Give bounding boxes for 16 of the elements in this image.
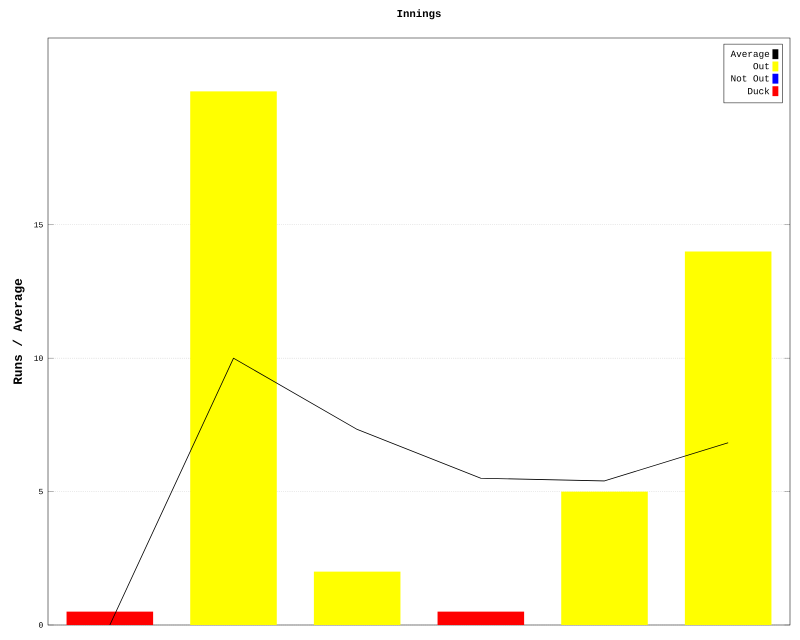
legend-label: Out: [753, 62, 769, 70]
legend-label: Duck: [748, 87, 770, 94]
bar: [190, 91, 277, 625]
y-tick-label: 15: [34, 222, 43, 228]
bar: [561, 492, 648, 625]
y-axis-title: Runs / Average: [12, 278, 25, 384]
legend-label: Average: [730, 50, 770, 59]
y-tick-label: 5: [38, 488, 43, 494]
bar: [684, 251, 772, 625]
bar: [438, 612, 524, 625]
y-tick-label: 0: [38, 622, 43, 628]
legend-label: Not Out: [731, 75, 769, 82]
bar: [66, 612, 154, 625]
bar: [314, 572, 400, 625]
y-tick-label: 10: [34, 355, 43, 361]
chart-title: Innings: [397, 9, 441, 20]
